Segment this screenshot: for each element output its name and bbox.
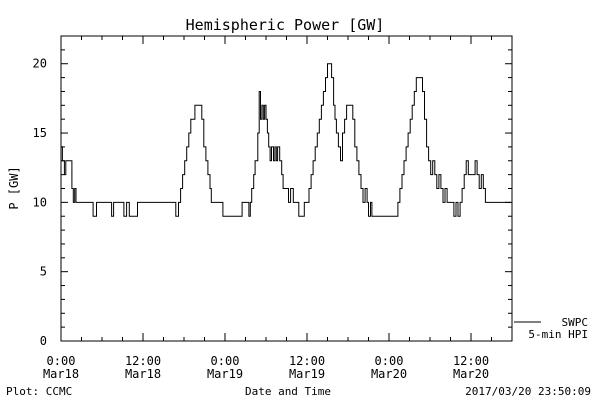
x-tick-label-date: Mar20 [371, 367, 407, 381]
x-axis: 0:00Mar1812:00Mar180:00Mar1912:00Mar190:… [43, 36, 513, 381]
y-tick-label: 15 [33, 126, 47, 140]
footer-plot-credit: Plot: CCMC [6, 385, 72, 398]
footer-timestamp: 2017/03/20 23:50:09 [465, 385, 591, 398]
x-tick-label-date: Mar18 [43, 367, 79, 381]
x-tick-label-date: Mar18 [125, 367, 161, 381]
x-tick-label-time: 0:00 [375, 354, 404, 368]
x-tick-label-date: Mar20 [453, 367, 489, 381]
footer-axis-title: Date and Time [245, 385, 331, 398]
y-tick-label: 0 [40, 334, 47, 348]
x-tick-label-time: 12:00 [125, 354, 161, 368]
y-axis-label: P [GW] [7, 166, 21, 209]
x-tick-label-date: Mar19 [289, 367, 325, 381]
chart-title: Hemispheric Power [GW] [186, 16, 385, 34]
y-axis: 0 5 10 15 20 [33, 35, 512, 348]
series-line-swpc-5min-hpi [61, 63, 511, 217]
x-tick-label-time: 12:00 [289, 354, 325, 368]
x-tick-label-time: 0:00 [47, 354, 76, 368]
legend-entry-swpc: SWPC [562, 316, 589, 329]
y-tick-label: 5 [40, 265, 47, 279]
x-tick-label-time: 12:00 [453, 354, 489, 368]
x-tick-label-date: Mar19 [207, 367, 243, 381]
y-tick-label: 10 [33, 195, 47, 209]
x-tick-label-time: 0:00 [211, 354, 240, 368]
y-tick-label: 20 [33, 57, 47, 71]
legend: SWPC 5-min HPI [514, 316, 588, 341]
legend-entry-5min-hpi: 5-min HPI [528, 328, 588, 341]
